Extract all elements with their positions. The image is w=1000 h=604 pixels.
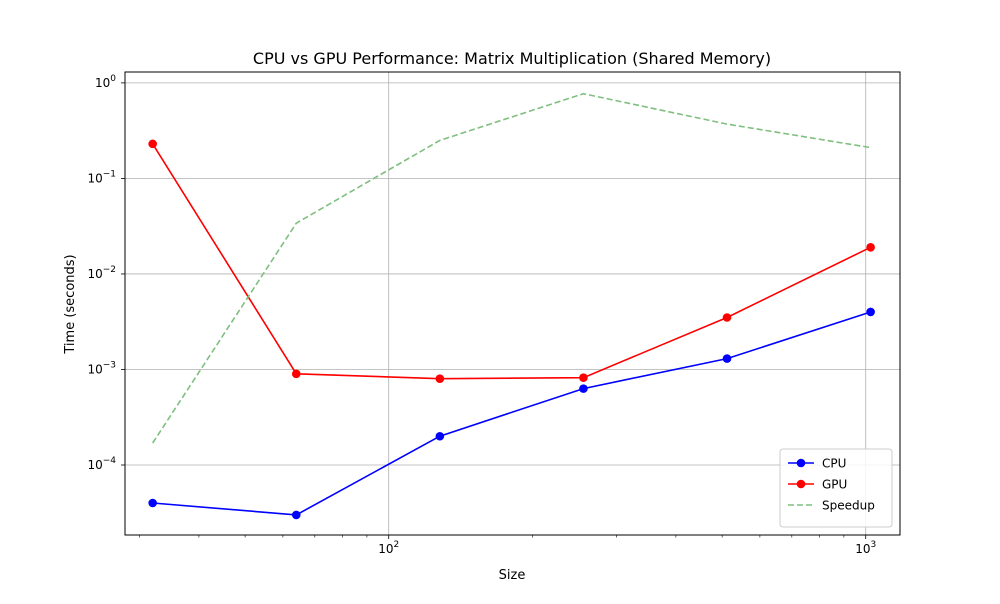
legend-gpu-marker (796, 479, 806, 489)
gpu-data-point (291, 369, 301, 379)
legend-cpu-label: CPU (822, 457, 846, 471)
ticks: 102 103 10−4 10−3 10−2 10−1 100 (87, 74, 876, 556)
y-tick-label: 10−4 (87, 456, 116, 472)
y-tick-label: 10−3 (87, 360, 116, 376)
series (148, 92, 875, 520)
y-tick-label: 10−2 (87, 265, 116, 281)
y-axis-label: Time (seconds) (63, 254, 78, 354)
gpu-data-point (866, 243, 875, 252)
cpu-data-point (579, 384, 588, 393)
legend: CPU GPU Speedup (779, 448, 893, 528)
x-tick-label: 103 (855, 540, 876, 556)
gpu-data-point (435, 374, 445, 384)
cpu-data-point (291, 510, 301, 520)
gpu-data-point (579, 373, 588, 383)
chart-title: CPU vs GPU Performance: Matrix Multiplic… (253, 49, 771, 68)
cpu-data-point (148, 498, 157, 508)
gpu-series-line (152, 143, 871, 380)
gpu-data-point (148, 139, 157, 149)
cpu-data-point (722, 354, 732, 363)
cpu-series-line (152, 311, 871, 516)
x-tick-label: 102 (378, 540, 399, 556)
y-tick-label: 100 (95, 74, 116, 90)
legend-box (779, 448, 893, 528)
plot-frame (124, 71, 901, 536)
legend-gpu-label: GPU (822, 478, 847, 492)
speedup-series-line (152, 92, 871, 444)
cpu-data-point (866, 307, 875, 317)
y-tick-label: 10−1 (87, 169, 116, 185)
grid (125, 72, 900, 535)
gpu-data-point (722, 313, 732, 322)
x-axis-label: Size (499, 568, 526, 583)
cpu-data-point (435, 431, 445, 441)
legend-speedup-label: Speedup (822, 499, 875, 513)
legend-cpu-marker (796, 458, 806, 468)
